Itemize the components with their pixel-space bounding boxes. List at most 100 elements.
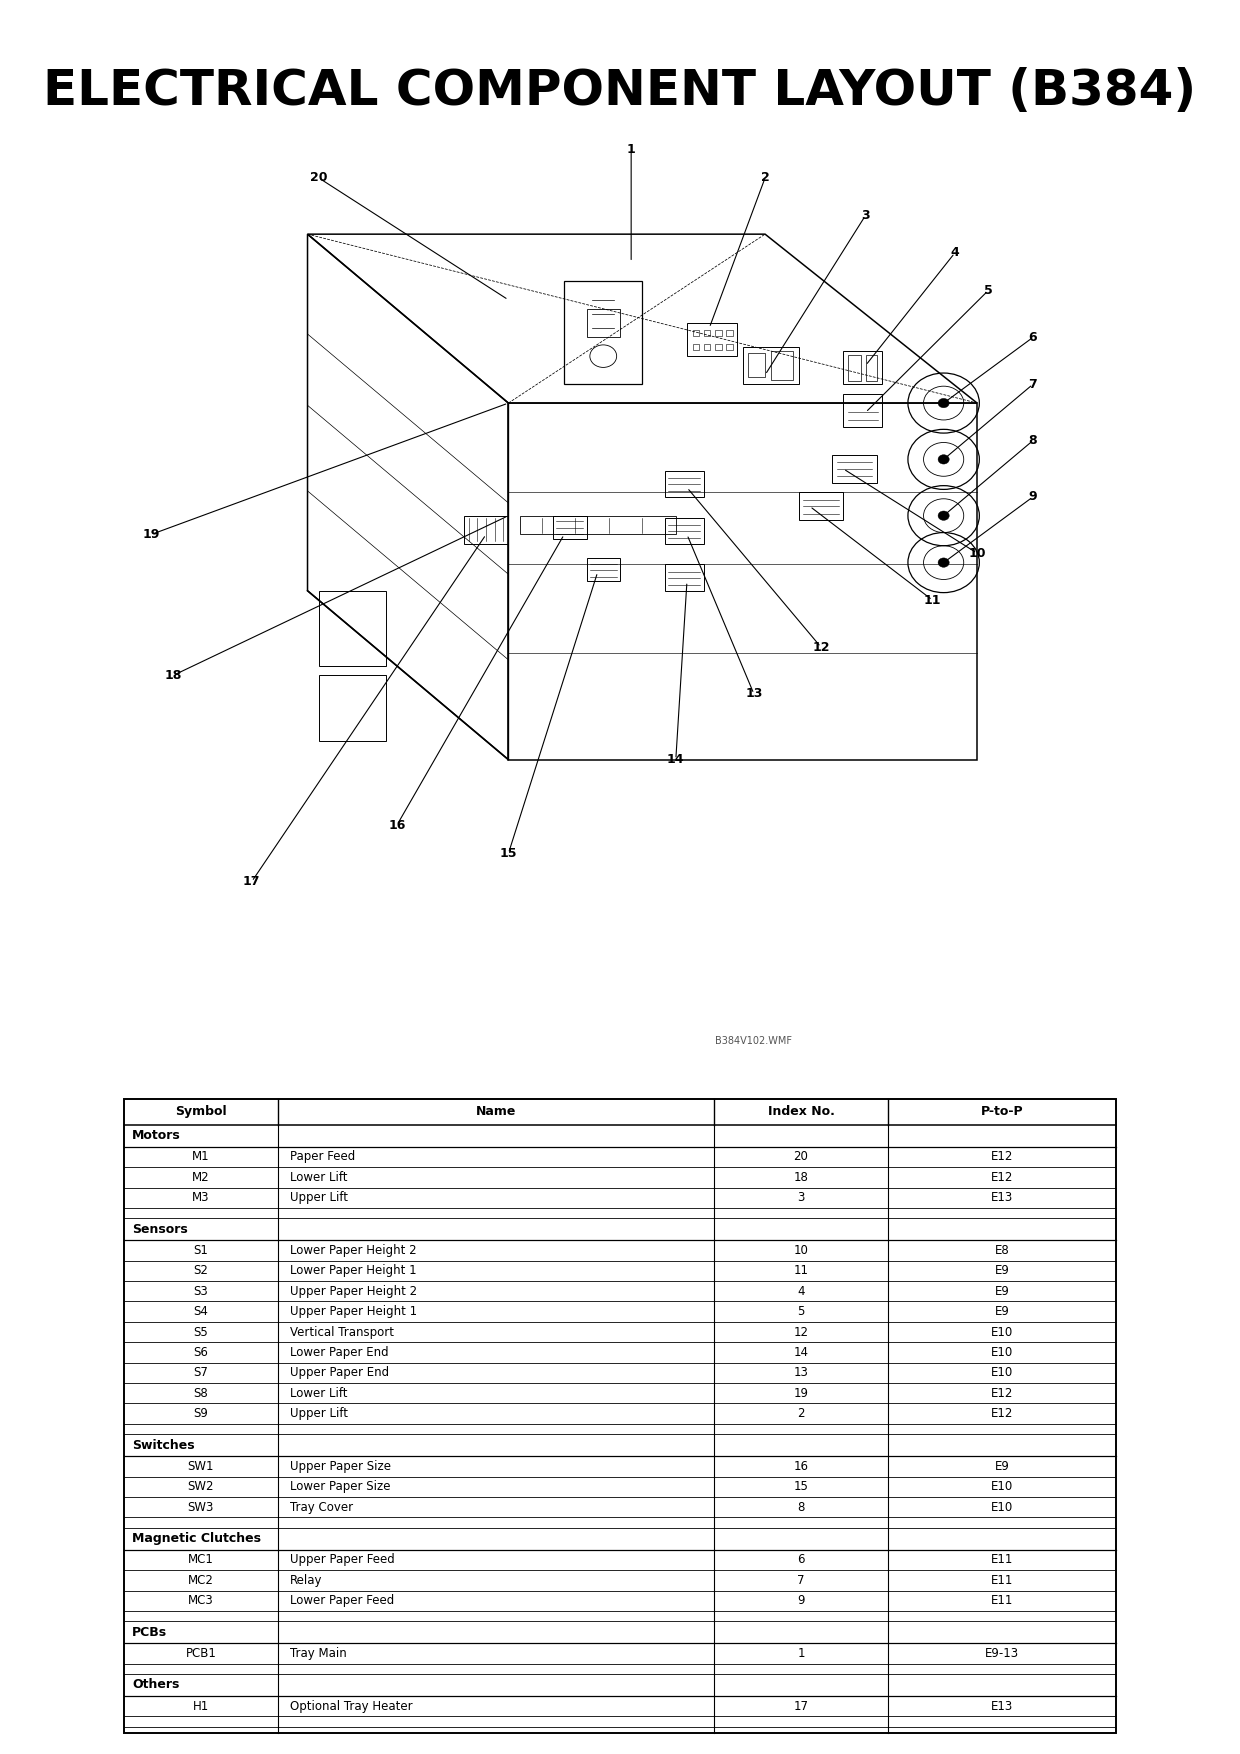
Text: E12: E12: [991, 1151, 1013, 1163]
Text: E9: E9: [994, 1305, 1009, 1319]
Text: 14: 14: [794, 1345, 808, 1359]
Text: Switches: Switches: [131, 1438, 195, 1452]
Text: MC1: MC1: [188, 1554, 213, 1566]
Text: E12: E12: [991, 1407, 1013, 1421]
Bar: [727, 344, 733, 349]
Bar: [843, 351, 883, 384]
Text: 17: 17: [243, 875, 260, 888]
Text: E12: E12: [991, 1387, 1013, 1400]
Text: 12: 12: [812, 640, 830, 654]
Text: MC2: MC2: [188, 1573, 213, 1587]
Text: M1: M1: [192, 1151, 210, 1163]
Text: 8: 8: [797, 1501, 805, 1514]
Text: Name: Name: [476, 1105, 516, 1119]
Text: 3: 3: [862, 209, 869, 223]
Text: Vertical Transport: Vertical Transport: [290, 1326, 393, 1338]
Text: 15: 15: [794, 1480, 808, 1493]
Text: Others: Others: [131, 1679, 180, 1691]
Text: E11: E11: [991, 1554, 1013, 1566]
Text: 4: 4: [797, 1284, 805, 1298]
Text: Lower Lift: Lower Lift: [290, 1172, 347, 1184]
Text: 3: 3: [797, 1191, 805, 1205]
Text: E10: E10: [991, 1480, 1013, 1493]
Bar: [770, 351, 794, 379]
Text: E13: E13: [991, 1191, 1013, 1205]
Text: E10: E10: [991, 1345, 1013, 1359]
Bar: [692, 344, 699, 349]
Text: MC3: MC3: [188, 1594, 213, 1607]
Text: H1: H1: [192, 1700, 210, 1712]
Text: E11: E11: [991, 1573, 1013, 1587]
Bar: [704, 344, 711, 349]
Text: 5: 5: [983, 284, 993, 296]
Circle shape: [937, 558, 950, 567]
Text: Motors: Motors: [131, 1130, 181, 1142]
Text: S2: S2: [193, 1265, 208, 1277]
Text: PCB1: PCB1: [186, 1647, 216, 1659]
Text: E13: E13: [991, 1700, 1013, 1712]
Text: S8: S8: [193, 1387, 208, 1400]
Text: PCBs: PCBs: [131, 1626, 167, 1638]
Text: E10: E10: [991, 1366, 1013, 1379]
Bar: [714, 330, 722, 335]
Text: 10: 10: [968, 547, 986, 560]
Text: 1: 1: [626, 144, 636, 156]
Bar: [727, 330, 733, 335]
Text: 11: 11: [924, 593, 941, 607]
Text: E10: E10: [991, 1326, 1013, 1338]
Text: 10: 10: [794, 1244, 808, 1258]
Bar: [692, 330, 699, 335]
Text: 12: 12: [794, 1326, 808, 1338]
Text: Optional Tray Heater: Optional Tray Heater: [290, 1700, 412, 1712]
Text: Lower Paper End: Lower Paper End: [290, 1345, 388, 1359]
Circle shape: [937, 510, 950, 521]
Text: 16: 16: [388, 819, 405, 831]
Text: E8: E8: [994, 1244, 1009, 1258]
Text: Lower Paper Size: Lower Paper Size: [290, 1480, 391, 1493]
Text: 20: 20: [794, 1151, 808, 1163]
Text: S7: S7: [193, 1366, 208, 1379]
Text: 4: 4: [950, 246, 960, 260]
Text: 2: 2: [797, 1407, 805, 1421]
Text: 19: 19: [143, 528, 160, 540]
Text: 18: 18: [165, 668, 182, 682]
Text: Sensors: Sensors: [131, 1223, 187, 1237]
Text: Upper Paper End: Upper Paper End: [290, 1366, 389, 1379]
Text: 20: 20: [310, 172, 327, 184]
Text: 9: 9: [1029, 491, 1037, 503]
Bar: [799, 493, 843, 521]
Text: M3: M3: [192, 1191, 210, 1205]
Bar: [665, 470, 704, 496]
Text: Lower Paper Height 2: Lower Paper Height 2: [290, 1244, 417, 1258]
Text: 8: 8: [1029, 433, 1037, 447]
Text: Upper Paper Size: Upper Paper Size: [290, 1459, 391, 1473]
Bar: [553, 516, 587, 538]
Text: Symbol: Symbol: [175, 1105, 227, 1119]
Bar: [843, 393, 883, 426]
Text: 19: 19: [794, 1387, 808, 1400]
Text: S1: S1: [193, 1244, 208, 1258]
Text: 5: 5: [797, 1305, 805, 1319]
Text: S4: S4: [193, 1305, 208, 1319]
Text: Tray Cover: Tray Cover: [290, 1501, 353, 1514]
Text: B384V102.WMF: B384V102.WMF: [715, 1037, 792, 1045]
Circle shape: [937, 454, 950, 465]
Text: 15: 15: [500, 847, 517, 859]
Text: 1: 1: [797, 1647, 805, 1659]
Text: 16: 16: [794, 1459, 808, 1473]
Text: S9: S9: [193, 1407, 208, 1421]
Text: Upper Lift: Upper Lift: [290, 1407, 347, 1421]
Text: Lower Lift: Lower Lift: [290, 1387, 347, 1400]
Text: S3: S3: [193, 1284, 208, 1298]
Bar: [832, 454, 877, 482]
Text: P-to-P: P-to-P: [981, 1105, 1023, 1119]
Text: 7: 7: [797, 1573, 805, 1587]
Text: E12: E12: [991, 1172, 1013, 1184]
Text: Upper Paper Height 1: Upper Paper Height 1: [290, 1305, 417, 1319]
Text: Tray Main: Tray Main: [290, 1647, 346, 1659]
Text: SW3: SW3: [187, 1501, 215, 1514]
Text: M2: M2: [192, 1172, 210, 1184]
Text: Relay: Relay: [290, 1573, 322, 1587]
Text: 6: 6: [797, 1554, 805, 1566]
Text: 11: 11: [794, 1265, 808, 1277]
